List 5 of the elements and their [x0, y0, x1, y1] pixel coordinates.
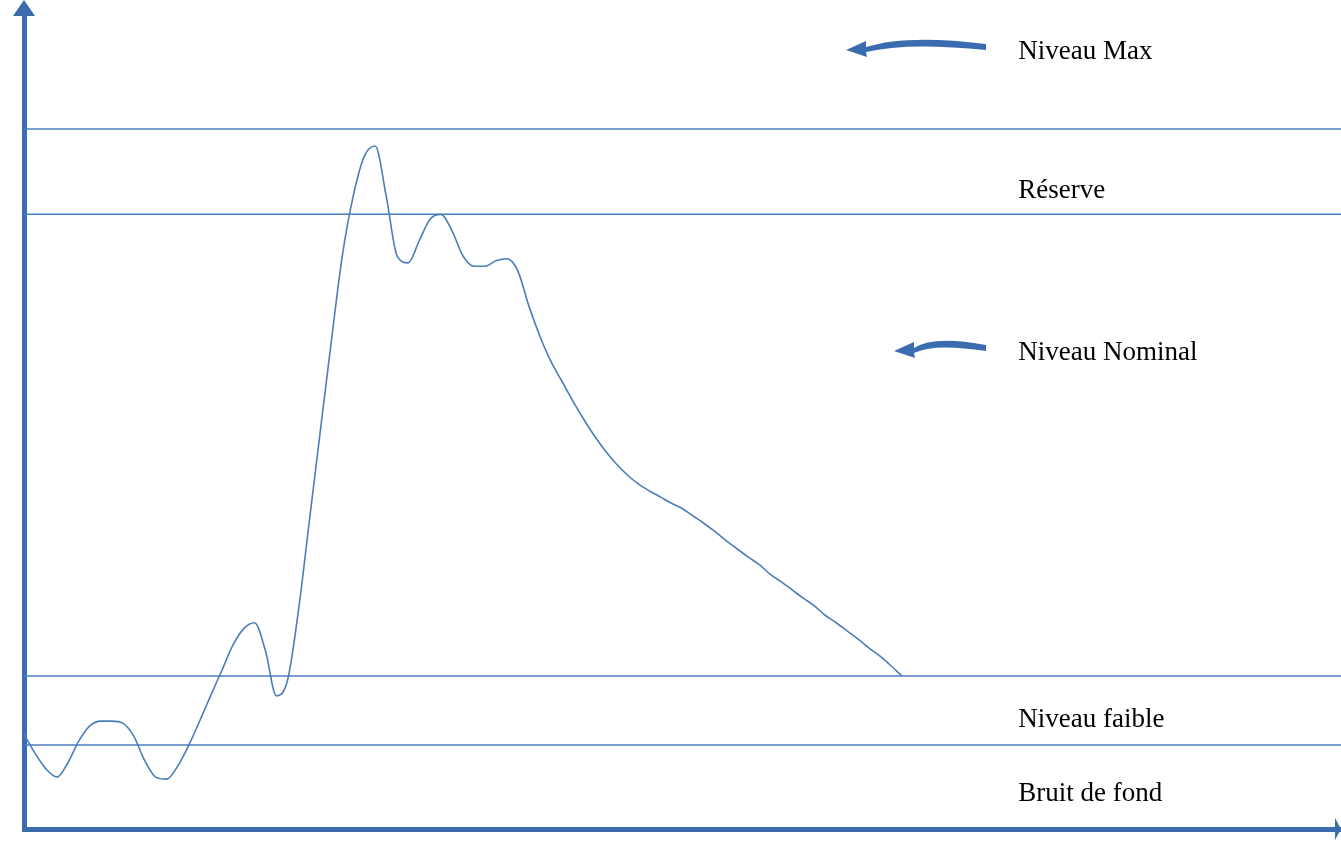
text: Niveau Max — [1018, 34, 1153, 68]
annotation: Réserve — [1018, 172, 1106, 206]
annotation: Niveau faible — [1018, 701, 1165, 735]
annotation: Niveau Nominal — [1018, 334, 1198, 368]
annotation: Bruit de fond — [1018, 776, 1163, 810]
